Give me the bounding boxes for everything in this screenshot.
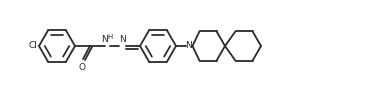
Text: N: N	[119, 36, 125, 45]
Text: N: N	[186, 41, 193, 51]
Text: O: O	[78, 63, 86, 72]
Text: Cl: Cl	[28, 41, 37, 51]
Text: H: H	[107, 34, 113, 40]
Text: N: N	[102, 36, 108, 45]
